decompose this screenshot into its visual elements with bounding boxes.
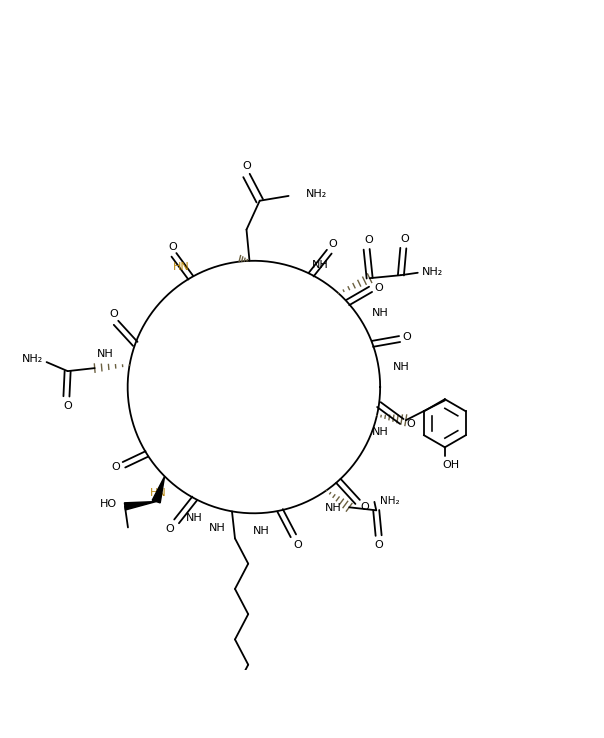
Text: O: O (402, 332, 411, 342)
Text: NH: NH (393, 362, 410, 372)
Text: O: O (112, 461, 121, 472)
Text: O: O (328, 239, 336, 249)
Text: NH: NH (208, 523, 225, 534)
Polygon shape (124, 502, 156, 510)
Text: NH: NH (371, 427, 388, 438)
Text: NH₂: NH₂ (380, 496, 399, 506)
Text: O: O (294, 539, 303, 550)
Text: NH: NH (325, 503, 342, 514)
Text: O: O (165, 524, 174, 534)
Text: NH: NH (312, 260, 329, 270)
Text: HO: HO (100, 499, 117, 509)
Text: NH: NH (185, 513, 202, 523)
Text: O: O (364, 235, 373, 245)
Text: O: O (242, 162, 251, 171)
Text: NH: NH (253, 526, 270, 537)
Text: NH₂: NH₂ (306, 189, 327, 199)
Polygon shape (152, 476, 165, 503)
Text: OH: OH (442, 460, 460, 470)
Text: HN: HN (173, 262, 190, 272)
Text: NH₂: NH₂ (22, 354, 43, 364)
Text: O: O (63, 401, 72, 411)
Text: O: O (400, 234, 409, 244)
Text: O: O (374, 283, 383, 292)
Text: HN: HN (150, 488, 167, 498)
Text: O: O (361, 502, 369, 511)
Text: NH₂: NH₂ (422, 267, 443, 277)
Text: O: O (374, 540, 383, 550)
Text: NH: NH (97, 349, 114, 359)
Text: O: O (169, 242, 177, 252)
Text: NH: NH (372, 308, 388, 318)
Text: O: O (406, 419, 415, 430)
Text: O: O (110, 309, 118, 320)
